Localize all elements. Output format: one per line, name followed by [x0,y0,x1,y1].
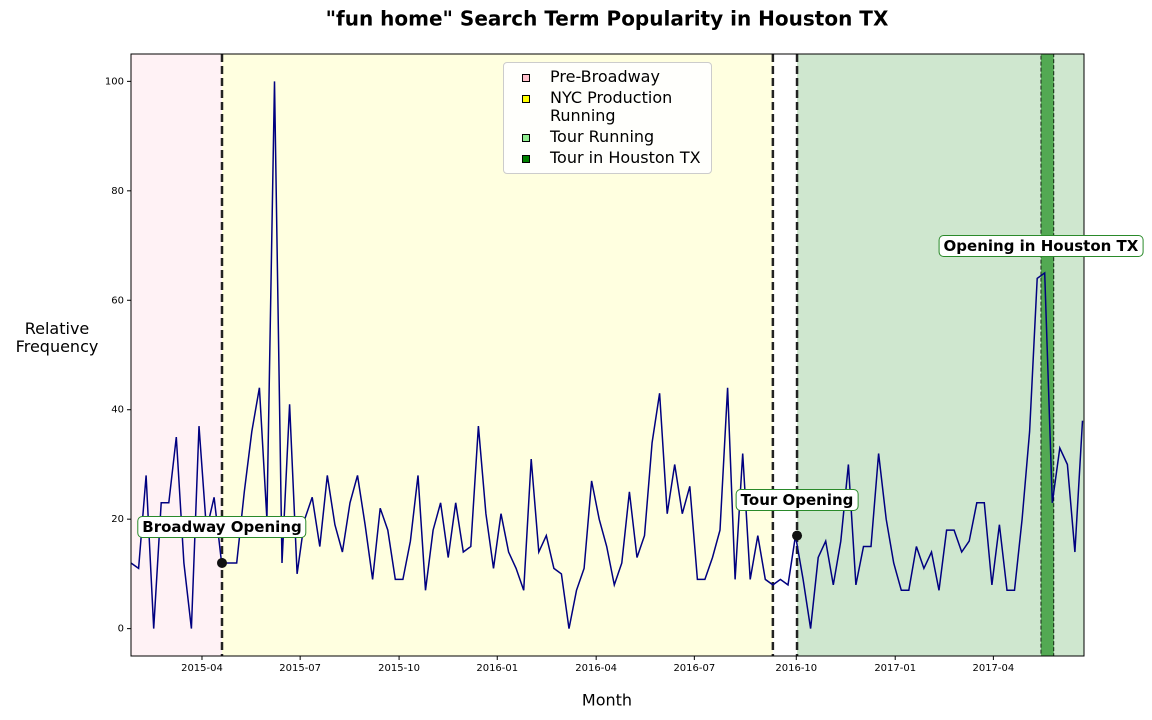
x-tick-label: 2016-04 [575,663,617,674]
span [797,54,1084,656]
legend-label: Tour Running [550,127,655,146]
legend: Pre-Broadway NYC Production Running Tour R… [503,62,712,174]
legend-item: Pre-Broadway [504,68,711,86]
legend-label: Tour in Houston TX [550,148,701,167]
x-tick-label: 2016-10 [775,663,817,674]
x-tick-label: 2016-01 [476,663,518,674]
x-tick-label: 2015-10 [378,663,420,674]
chart-title: "fun home" Search Term Popularity in Hou… [326,7,889,31]
legend-swatch [522,134,530,142]
legend-label: Pre-Broadway [550,67,660,86]
annotation: Opening in Houston TX [938,234,1144,257]
y-tick-label: 40 [111,405,124,416]
legend-swatch [522,155,530,163]
annotation: Broadway Opening [137,516,307,539]
x-tick-label: 2017-04 [972,663,1014,674]
y-tick-label: 60 [111,295,124,306]
x-axis-label: Month [582,691,632,710]
x-tick-label: 2015-07 [279,663,321,674]
span [131,54,222,656]
legend-item: NYC Production Running [504,89,711,125]
y-tick-label: 80 [111,186,124,197]
legend-swatch [522,95,530,103]
annotation-point [792,530,803,541]
annotation-point [216,557,227,568]
x-tick-label: 2015-04 [181,663,223,674]
annotation: Tour Opening [735,489,859,512]
plot-frame [130,53,1085,657]
y-tick-label: 100 [105,76,124,87]
x-tick-label: 2017-01 [874,663,916,674]
y-tick-label: 20 [111,514,124,525]
y-axis-label: Relative Frequency [15,319,99,356]
legend-item: Tour Running [504,128,711,146]
legend-item: Tour in Houston TX [504,149,711,167]
line [130,81,1084,629]
legend-label: NYC Production Running [550,88,673,125]
x-tick-label: 2016-07 [673,663,715,674]
legend-swatch [522,74,530,82]
y-tick-label: 0 [118,624,124,635]
